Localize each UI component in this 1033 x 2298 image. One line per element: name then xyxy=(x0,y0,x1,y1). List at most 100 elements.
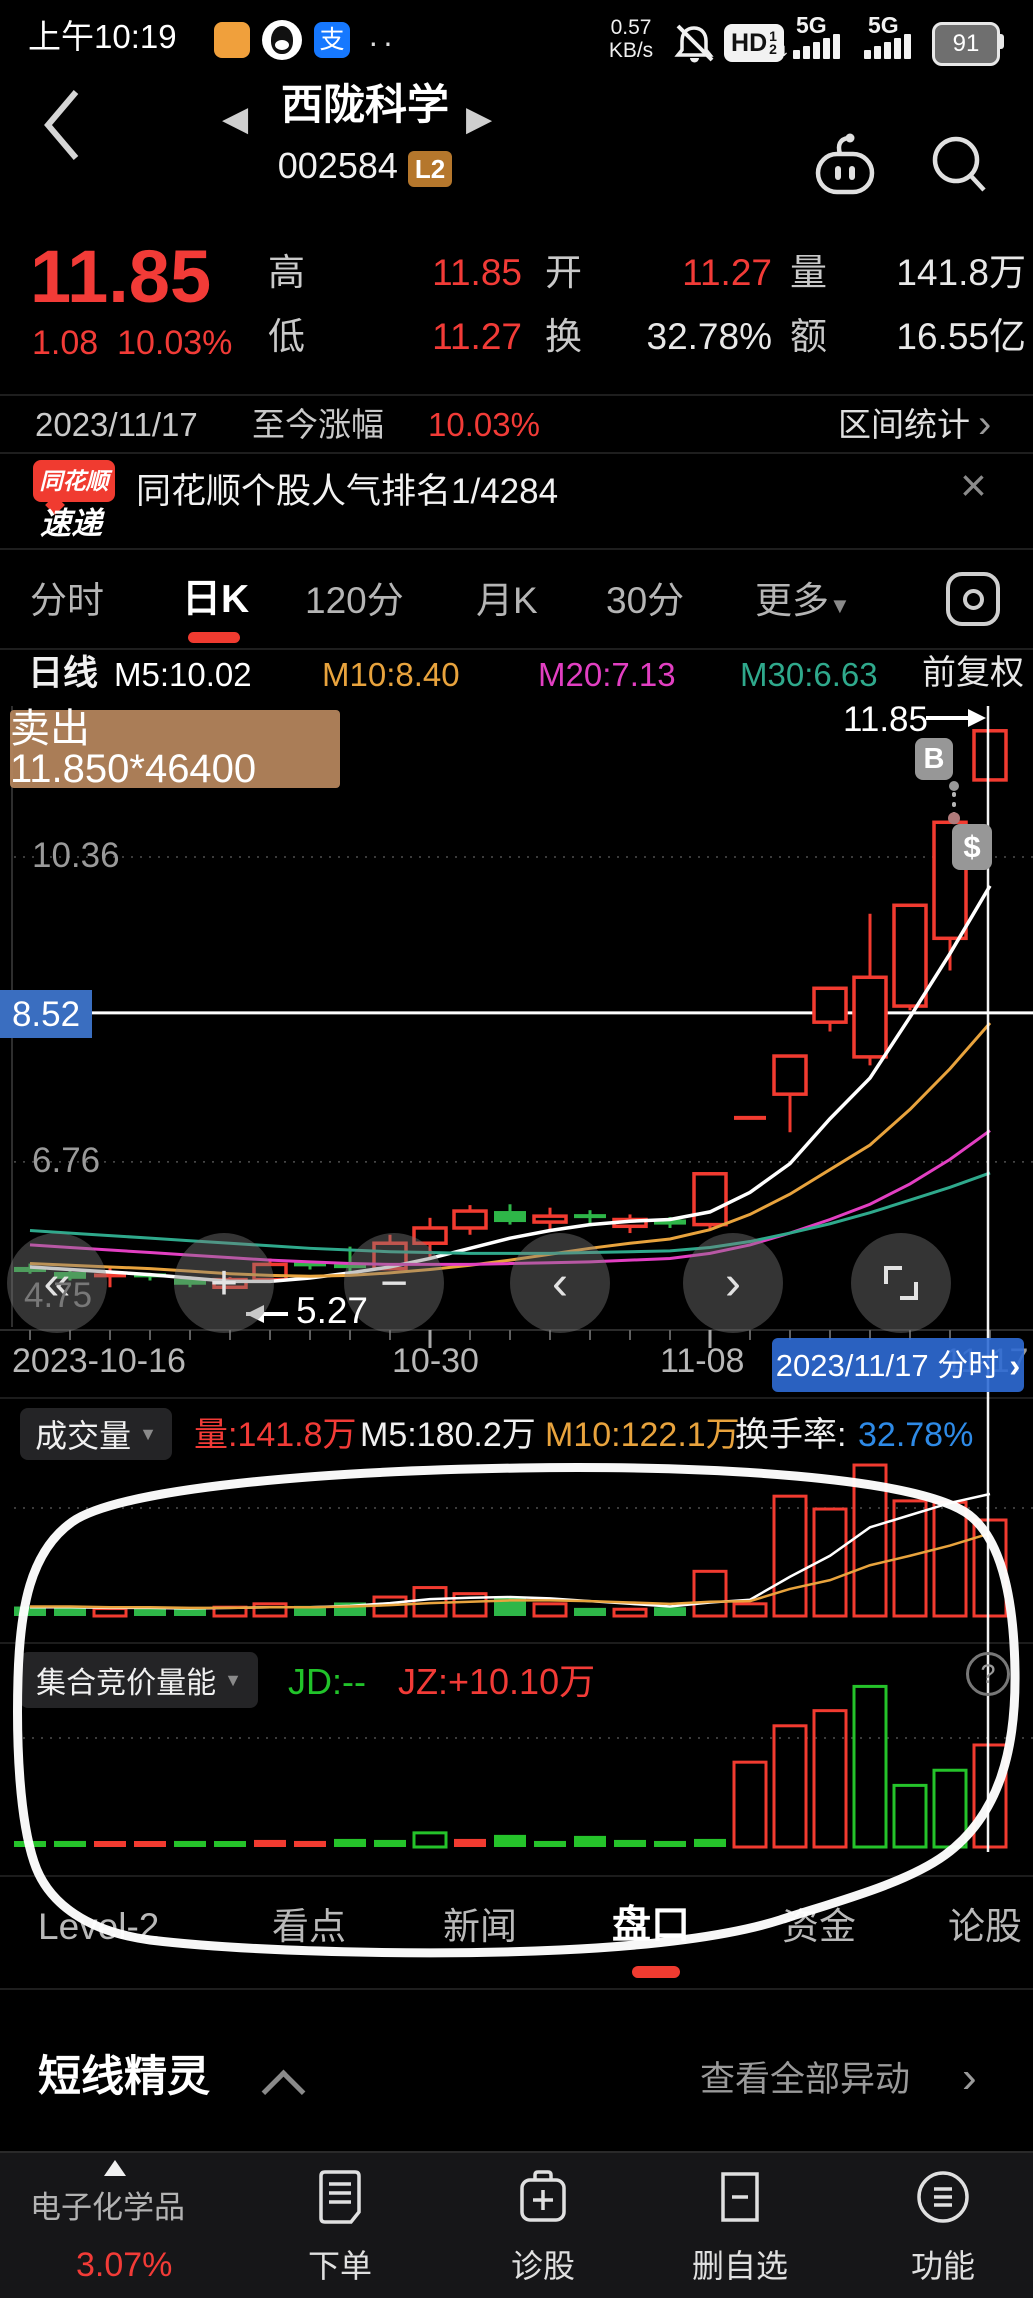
banner-text: 同花顺个股人气排名1/4284 xyxy=(136,472,559,511)
notification-app-icon xyxy=(214,22,250,58)
tab-monthly-k[interactable]: 月K xyxy=(476,580,538,621)
stat-label-amount: 额 xyxy=(790,316,827,357)
stat-value-open: 11.27 xyxy=(682,252,772,293)
tab-more[interactable]: 更多▼ xyxy=(755,580,851,621)
stat-label-turnover: 换 xyxy=(545,316,582,357)
y-axis-label-1036: 10.36 xyxy=(32,836,120,875)
help-icon[interactable]: ? xyxy=(966,1652,1010,1696)
express-title: 短线精灵 xyxy=(38,2053,210,2101)
volume-ma10: M10:122.1万 xyxy=(545,1416,740,1454)
banner-close-icon[interactable]: × xyxy=(960,459,987,511)
pan-fast-left-button[interactable]: « xyxy=(7,1233,107,1333)
next-stock-icon[interactable]: ▶ xyxy=(466,100,493,138)
buy-marker: B xyxy=(915,738,953,780)
stat-value-volume: 141.8万 xyxy=(896,252,1026,293)
stat-label-open: 开 xyxy=(545,252,582,293)
pan-left-button[interactable]: ‹ xyxy=(510,1233,610,1333)
price-change: 1.08 10.03% xyxy=(32,324,233,362)
volume-indicator-selector[interactable]: 成交量 ▼ xyxy=(20,1408,172,1460)
x-axis-date-mid: 10-30 xyxy=(392,1342,479,1380)
menu-circle-icon xyxy=(917,2171,969,2223)
ai-robot-icon[interactable] xyxy=(810,132,880,200)
volume-current: 量:141.8万 xyxy=(194,1416,357,1454)
order-list-icon xyxy=(319,2170,361,2224)
stock-code-row: 002584 L2 xyxy=(250,148,480,187)
stat-value-amount: 16.55亿 xyxy=(896,316,1026,357)
y-axis-label-676: 6.76 xyxy=(32,1141,101,1180)
expand-stock-arrow-icon[interactable] xyxy=(104,2160,126,2176)
nav-place-order[interactable]: 下单 xyxy=(265,2168,415,2287)
data-arrows-icon: ⇅ xyxy=(776,43,788,59)
more-notifications-dots: ·· xyxy=(368,24,398,60)
chevron-right-icon: › xyxy=(1009,1346,1021,1384)
alipay-app-icon: 支 xyxy=(314,22,350,58)
l2-badge: L2 xyxy=(407,151,453,187)
nav-remove-watchlist[interactable]: 删自选 xyxy=(665,2168,815,2287)
tab-120min[interactable]: 120分 xyxy=(305,580,404,621)
period-label: 至今涨幅 xyxy=(252,406,384,443)
period-value: 10.03% xyxy=(428,406,540,443)
qq-app-icon xyxy=(262,20,302,60)
diagnose-kit-icon xyxy=(520,2170,566,2222)
chevron-right-icon: › xyxy=(978,402,992,446)
goto-minute-chart-button[interactable]: 2023/11/17 分时 › xyxy=(772,1338,1024,1392)
view-all-moves-link[interactable]: 查看全部异动 xyxy=(700,2060,911,2099)
cost-price-label: 8.52 xyxy=(0,990,92,1038)
pan-right-button[interactable]: › xyxy=(683,1233,783,1333)
stat-label-volume: 量 xyxy=(790,252,827,293)
sim1-signal-icon xyxy=(793,34,843,59)
position-marker: $ xyxy=(952,824,992,870)
low-price-label: 5.27 xyxy=(296,1290,369,1331)
ma-period: 日线 xyxy=(28,654,99,693)
fullscreen-button[interactable] xyxy=(851,1233,951,1333)
ma10-legend: M10:8.40 xyxy=(322,656,460,693)
stat-value-high: 11.85 xyxy=(432,252,522,293)
tab-30min[interactable]: 30分 xyxy=(606,580,685,621)
x-axis-date-right: 11-08 xyxy=(660,1342,745,1380)
auction-jz-value: JZ:+10.10万 xyxy=(398,1661,596,1702)
tab-daily-k[interactable]: 日K xyxy=(182,578,250,621)
nav-diagnose-stock[interactable]: 诊股 xyxy=(468,2168,618,2287)
auction-jd-value: JD:-- xyxy=(288,1661,366,1702)
nav-functions[interactable]: 功能 xyxy=(868,2168,1018,2287)
chart-settings-icon[interactable] xyxy=(946,572,1000,626)
adjust-mode[interactable]: 前复权 xyxy=(922,654,1024,692)
mute-bell-icon xyxy=(674,24,714,63)
zoom-out-button[interactable]: − xyxy=(344,1233,444,1333)
volume-ma5: M5:180.2万 xyxy=(360,1416,536,1454)
stat-label-high: 高 xyxy=(268,252,305,293)
tab-minute[interactable]: 分时 xyxy=(30,580,104,621)
active-tab-underline xyxy=(632,1966,680,1978)
active-tab-underline xyxy=(188,632,240,643)
turnover-label: 换手率: xyxy=(735,1416,847,1454)
last-price: 11.85 xyxy=(30,235,212,318)
turnover-value: 32.78% xyxy=(858,1416,974,1454)
zoom-in-button[interactable]: + xyxy=(174,1233,274,1333)
battery-nub xyxy=(999,34,1004,49)
minus-box-icon xyxy=(721,2172,759,2222)
stock-code: 002584 xyxy=(277,145,398,186)
related-sector-change[interactable]: 3.07% xyxy=(76,2246,173,2284)
stat-value-turnover: 32.78% xyxy=(646,316,773,357)
stat-value-low: 11.27 xyxy=(432,316,522,357)
network-speed: 0.57 KB/s xyxy=(608,16,654,62)
y-axis-label-475: 4.75 xyxy=(24,1276,93,1315)
clock: 上午10:19 xyxy=(28,18,177,55)
range-stats-link[interactable]: 区间统计 xyxy=(838,406,970,443)
auction-indicator-selector[interactable]: 集合竞价量能 ▼ xyxy=(20,1652,258,1708)
battery-icon: 91 xyxy=(932,22,1000,66)
stat-label-low: 低 xyxy=(268,316,305,357)
search-icon[interactable] xyxy=(926,132,992,200)
ma20-legend: M20:7.13 xyxy=(538,656,676,693)
sim2-signal-icon xyxy=(864,34,914,59)
prev-stock-icon[interactable]: ◀ xyxy=(222,100,249,138)
back-icon[interactable] xyxy=(38,86,84,164)
sell-order-badge: 卖出 11.850*46400 xyxy=(10,709,340,789)
sim1-5g-label: 5G xyxy=(796,12,827,38)
x-axis-date-start: 2023-10-16 xyxy=(12,1342,186,1380)
chevron-right-icon: › xyxy=(962,2053,977,2102)
related-sector-name[interactable]: 电子化学品 xyxy=(30,2190,185,2225)
period-date: 2023/11/17 xyxy=(35,406,198,443)
